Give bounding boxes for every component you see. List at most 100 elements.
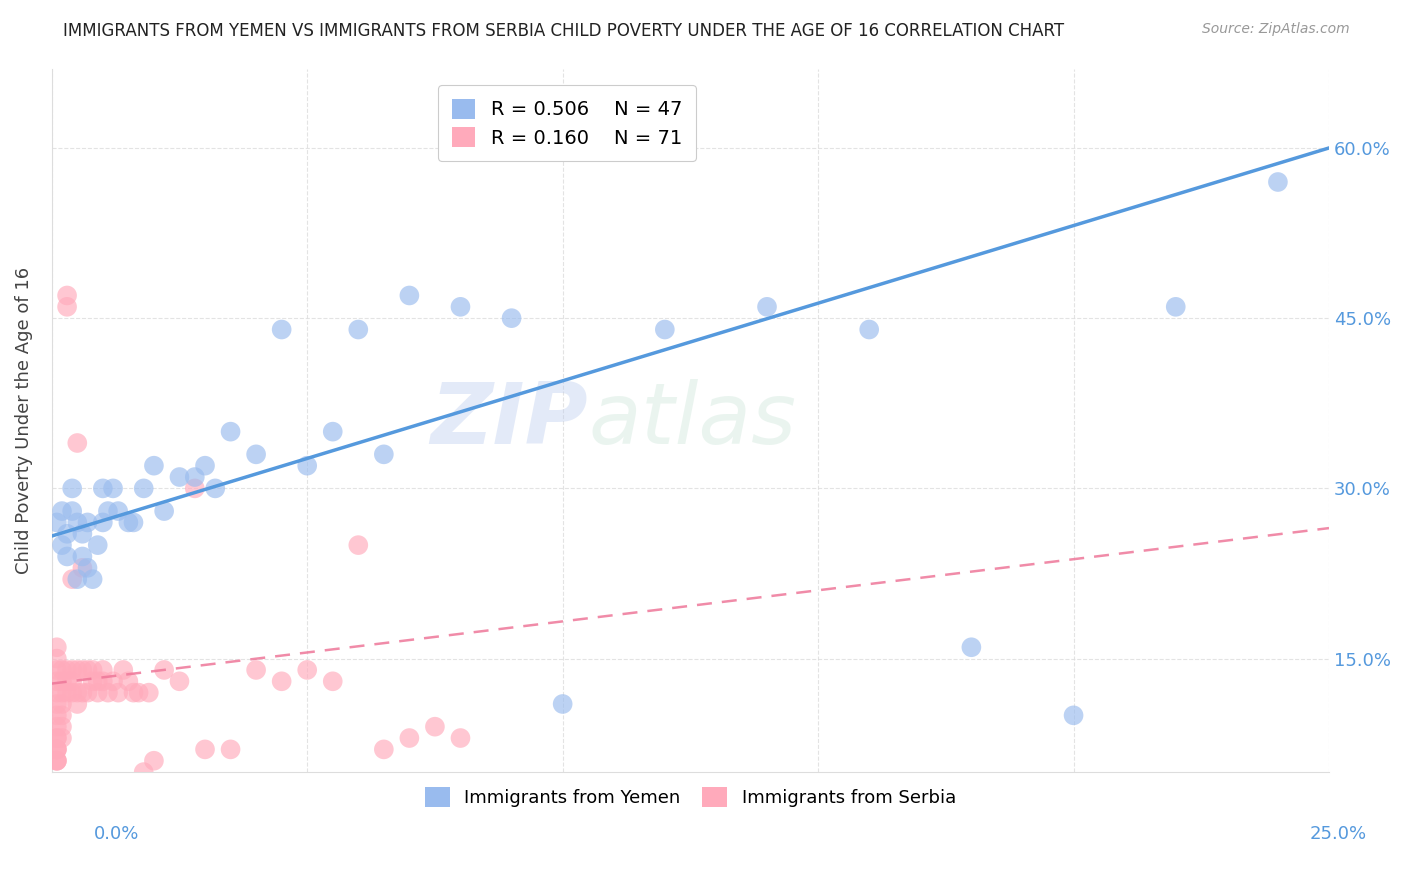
Point: [295, 663, 318, 677]
Point: [45, 742, 67, 756]
Point: [169, 674, 191, 689]
Point: [654, 322, 676, 336]
Point: [322, 425, 344, 439]
Point: [56, 663, 79, 677]
Point: [87, 538, 110, 552]
Point: [87, 686, 110, 700]
Point: [51, 504, 73, 518]
Point: [107, 686, 129, 700]
Point: [373, 447, 395, 461]
Text: IMMIGRANTS FROM YEMEN VS IMMIGRANTS FROM SERBIA CHILD POVERTY UNDER THE AGE OF 1: IMMIGRANTS FROM YEMEN VS IMMIGRANTS FROM…: [63, 22, 1064, 40]
Point: [204, 482, 226, 496]
Point: [60, 482, 83, 496]
Point: [60, 674, 83, 689]
Point: [122, 516, 145, 530]
Point: [184, 470, 207, 484]
Point: [373, 742, 395, 756]
Point: [450, 731, 472, 745]
Point: [66, 697, 89, 711]
Point: [66, 516, 89, 530]
Point: [45, 516, 67, 530]
Point: [56, 288, 79, 302]
Point: [91, 663, 114, 677]
Point: [51, 697, 73, 711]
Point: [97, 686, 120, 700]
Point: [51, 720, 73, 734]
Point: [76, 663, 98, 677]
Text: Source: ZipAtlas.com: Source: ZipAtlas.com: [1202, 22, 1350, 37]
Point: [82, 663, 104, 677]
Point: [128, 686, 150, 700]
Point: [423, 720, 446, 734]
Point: [153, 504, 176, 518]
Point: [60, 686, 83, 700]
Point: [117, 516, 139, 530]
Point: [72, 549, 94, 564]
Point: [91, 482, 114, 496]
Point: [56, 300, 79, 314]
Point: [91, 516, 114, 530]
Point: [45, 663, 67, 677]
Point: [101, 482, 124, 496]
Point: [66, 572, 89, 586]
Point: [270, 322, 292, 336]
Point: [270, 674, 292, 689]
Point: [56, 549, 79, 564]
Point: [117, 674, 139, 689]
Point: [142, 754, 165, 768]
Point: [45, 742, 67, 756]
Point: [51, 708, 73, 723]
Point: [45, 651, 67, 665]
Point: [76, 686, 98, 700]
Point: [219, 425, 242, 439]
Point: [132, 765, 155, 780]
Point: [60, 504, 83, 518]
Point: [138, 686, 160, 700]
Point: [45, 754, 67, 768]
Point: [245, 447, 267, 461]
Point: [45, 674, 67, 689]
Point: [66, 436, 89, 450]
Point: [1063, 708, 1085, 723]
Point: [76, 516, 98, 530]
Point: [82, 572, 104, 586]
Point: [51, 731, 73, 745]
Point: [45, 708, 67, 723]
Point: [45, 640, 67, 655]
Point: [91, 674, 114, 689]
Point: [51, 663, 73, 677]
Point: [112, 663, 135, 677]
Point: [45, 697, 67, 711]
Point: [219, 742, 242, 756]
Text: ZIP: ZIP: [430, 379, 588, 462]
Point: [858, 322, 880, 336]
Point: [1164, 300, 1187, 314]
Point: [194, 742, 217, 756]
Point: [45, 731, 67, 745]
Point: [51, 686, 73, 700]
Point: [756, 300, 779, 314]
Point: [450, 300, 472, 314]
Point: [1267, 175, 1289, 189]
Point: [72, 561, 94, 575]
Point: [551, 697, 574, 711]
Point: [245, 663, 267, 677]
Point: [66, 663, 89, 677]
Point: [97, 504, 120, 518]
Point: [76, 561, 98, 575]
Point: [56, 674, 79, 689]
Point: [72, 686, 94, 700]
Point: [169, 470, 191, 484]
Point: [107, 504, 129, 518]
Point: [295, 458, 318, 473]
Point: [101, 674, 124, 689]
Y-axis label: Child Poverty Under the Age of 16: Child Poverty Under the Age of 16: [15, 267, 32, 574]
Point: [82, 674, 104, 689]
Point: [51, 538, 73, 552]
Point: [45, 731, 67, 745]
Point: [347, 538, 370, 552]
Point: [51, 674, 73, 689]
Point: [194, 458, 217, 473]
Point: [960, 640, 983, 655]
Point: [45, 720, 67, 734]
